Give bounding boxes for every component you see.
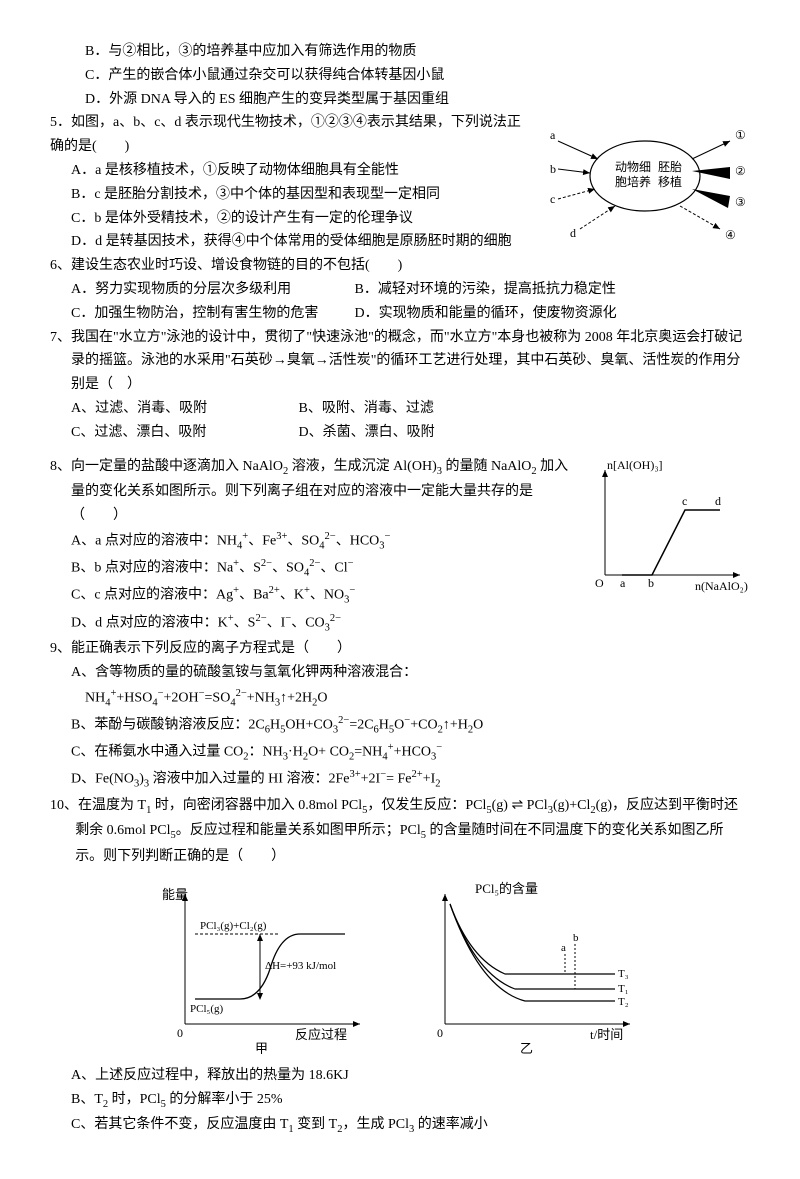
q10-optB: B、T2 时，PCl5 的分解率小于 25%	[50, 1088, 750, 1114]
svg-text:T₂: T₂	[618, 996, 629, 1008]
svg-text:ΔH=+93 kJ/mol: ΔH=+93 kJ/mol	[265, 960, 336, 972]
q8-figure: n[Al(OH)₃] n(NaAlO₂) O a b c d	[580, 455, 750, 604]
svg-text:n(NaAlO₂): n(NaAlO₂)	[695, 579, 748, 593]
svg-text:反应过程: 反应过程	[295, 1027, 347, 1042]
svg-text:n[Al(OH)₃]: n[Al(OH)₃]	[607, 458, 663, 472]
q6-optA: A．努力实现物质的分层次多级利用	[71, 278, 351, 302]
svg-text:b: b	[573, 932, 579, 944]
svg-text:移植: 移植	[658, 174, 682, 189]
q9-optB: B、苯酚与碳酸钠溶液反应：2C6H5OH+CO32−=2C6H5O−+CO2↑+…	[50, 712, 750, 739]
q9-optA-eq: NH4++HSO4−+2OH−=SO42−+NH3↑+2H2O	[50, 685, 750, 712]
q10-figures: PCl₃(g)+Cl₂(g) PCl₅(g) ΔH=+93 kJ/mol 能量 …	[50, 879, 750, 1054]
q6-optB: B．减轻对环境的污染，提高抵抗力稳定性	[355, 282, 616, 297]
q4-optC: C．产生的嵌合体小鼠通过杂交可以获得纯合体转基因小鼠	[50, 64, 750, 88]
svg-text:d: d	[570, 226, 576, 240]
svg-text:②: ②	[735, 164, 746, 178]
svg-text:乙: 乙	[520, 1041, 533, 1054]
svg-text:b: b	[648, 576, 654, 590]
svg-text:①: ①	[735, 128, 746, 142]
svg-text:T₃: T₃	[618, 968, 629, 980]
svg-text:PCl₅(g): PCl₅(g)	[190, 1003, 224, 1015]
q10-optC: C、若其它条件不变，反应温度由 T1 变到 T2，生成 PCl3 的速率减小	[50, 1113, 750, 1139]
svg-text:④: ④	[725, 228, 736, 241]
q6-optD: D．实现物质和能量的循环，使废物资源化	[355, 306, 617, 321]
svg-text:b: b	[550, 162, 556, 176]
svg-text:t/时间: t/时间	[590, 1027, 623, 1042]
q7-optB: B、吸附、消毒、过滤	[299, 401, 434, 416]
svg-text:能量: 能量	[162, 887, 188, 902]
q7-row1: A、过滤、消毒、吸附 B、吸附、消毒、过滤	[50, 397, 750, 421]
q10-figA: PCl₃(g)+Cl₂(g) PCl₅(g) ΔH=+93 kJ/mol 能量 …	[155, 879, 375, 1054]
q8-optD: D、d 点对应的溶液中：K+、S2−、I−、CO32−	[50, 610, 750, 637]
q6-stem: 6、建设生态农业时巧设、增设食物链的目的不包括( )	[50, 254, 750, 278]
svg-text:胞培养: 胞培养	[615, 174, 651, 189]
q7-optD: D、杀菌、漂白、吸附	[299, 425, 435, 440]
svg-text:a: a	[620, 576, 626, 590]
q9-optA: A、含等物质的量的硫酸氢铵与氢氧化钾两种溶液混合：	[50, 661, 750, 685]
svg-text:胚胎: 胚胎	[658, 160, 682, 174]
q5-figure: 动物细 胞培养 胚胎 移植 a b c d ① ② ③ ④	[540, 111, 750, 250]
svg-text:a: a	[550, 128, 556, 142]
svg-text:动物细: 动物细	[615, 160, 651, 174]
q9-stem: 9、能正确表示下列反应的离子方程式是（ ）	[50, 637, 750, 661]
q10-stem: 10、在温度为 T1 时，向密闭容器中加入 0.8mol PCl5，仅发生反应：…	[50, 794, 750, 869]
q7-row2: C、过滤、漂白、吸附 D、杀菌、漂白、吸附	[50, 421, 750, 445]
q4-optD: D．外源 DNA 导入的 ES 细胞产生的变异类型属于基因重组	[50, 88, 750, 112]
svg-text:甲: 甲	[255, 1041, 268, 1054]
q9-optD: D、Fe(NO3)3 溶液中加入过量的 HI 溶液：2Fe3++2I−= Fe2…	[50, 766, 750, 793]
q7-stem: 7、我国在"水立方"泳池的设计中，贯彻了"快速泳池"的概念，而"水立方"本身也被…	[50, 326, 750, 397]
svg-text:c: c	[550, 192, 555, 206]
svg-text:a: a	[561, 942, 566, 954]
svg-text:T₁: T₁	[618, 983, 629, 995]
q10-figB: a b T₃ T₁ T₂ PCl₅的含量 t/时间 0 乙	[415, 879, 645, 1054]
svg-text:0: 0	[437, 1026, 443, 1040]
svg-text:O: O	[595, 576, 604, 590]
q9-optC: C、在稀氨水中通入过量 CO2：NH3·H2O+ CO2=NH4++HCO3−	[50, 739, 750, 766]
q7-optC: C、过滤、漂白、吸附	[71, 421, 295, 445]
svg-text:PCl₃(g)+Cl₂(g): PCl₃(g)+Cl₂(g)	[200, 920, 267, 932]
q6-optC: C．加强生物防治，控制有害生物的危害	[71, 302, 351, 326]
q6-row1: A．努力实现物质的分层次多级利用 B．减轻对环境的污染，提高抵抗力稳定性	[50, 278, 750, 302]
svg-text:③: ③	[735, 195, 746, 209]
svg-text:c: c	[682, 494, 687, 508]
q6-row2: C．加强生物防治，控制有害生物的危害 D．实现物质和能量的循环，使废物资源化	[50, 302, 750, 326]
svg-text:0: 0	[177, 1026, 183, 1040]
q4-optB: B．与②相比，③的培养基中应加入有筛选作用的物质	[50, 40, 750, 64]
svg-text:d: d	[715, 494, 721, 508]
q10-optA: A、上述反应过程中，释放出的热量为 18.6KJ	[50, 1064, 750, 1088]
q7-optA: A、过滤、消毒、吸附	[71, 397, 295, 421]
svg-text:PCl₅的含量: PCl₅的含量	[475, 881, 538, 896]
